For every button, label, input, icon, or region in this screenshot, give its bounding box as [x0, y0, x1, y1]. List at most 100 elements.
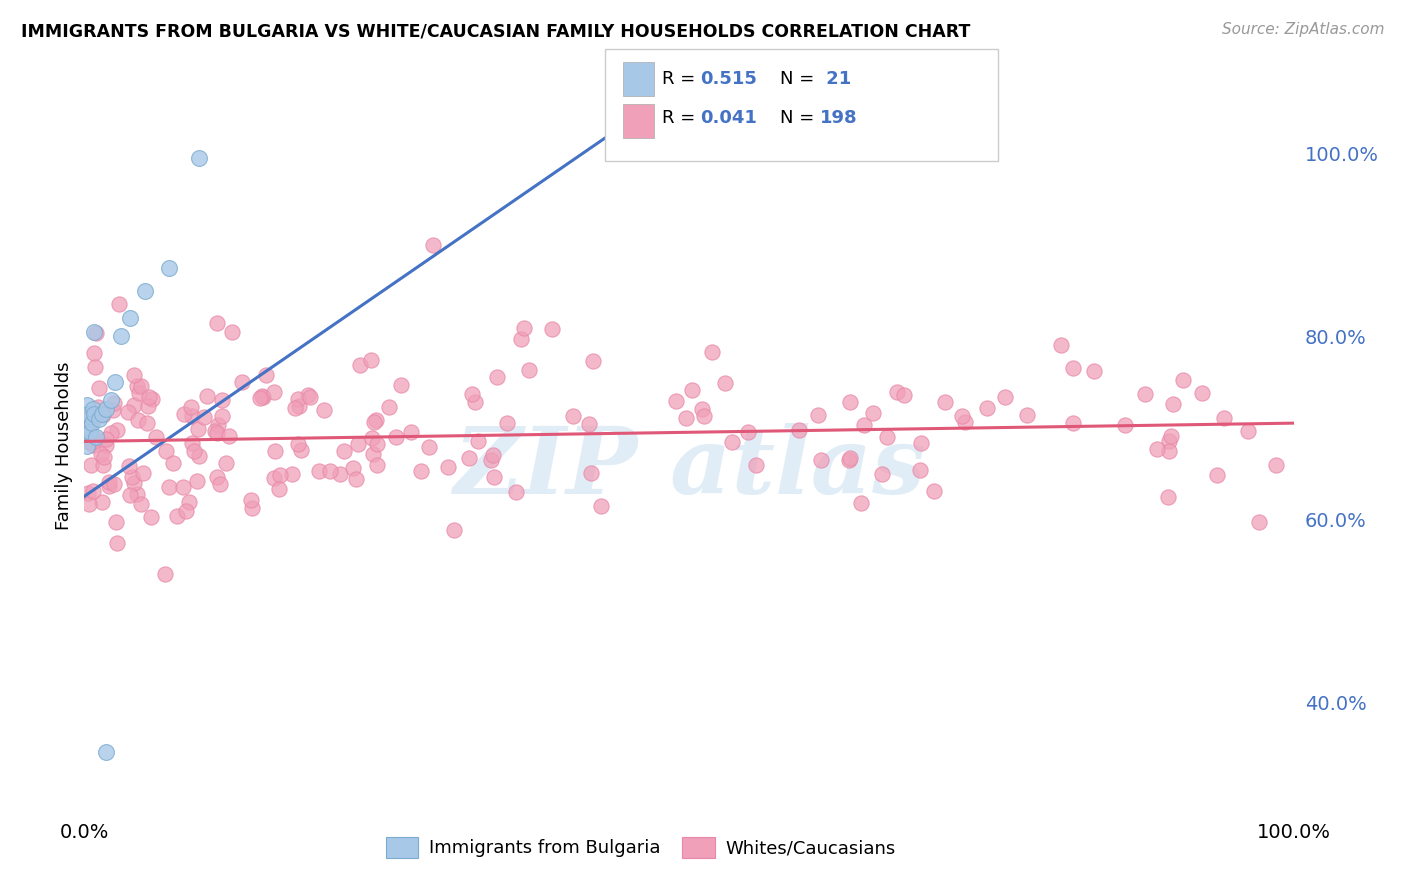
Point: [1237, 425, 1260, 439]
Point: [298, 390, 321, 404]
Point: [349, 358, 371, 372]
Point: [284, 401, 307, 416]
Point: [366, 413, 388, 427]
Point: [84, 326, 107, 341]
Point: [131, 497, 153, 511]
Point: [195, 389, 218, 403]
Point: [118, 458, 141, 473]
Point: [124, 398, 146, 412]
Point: [135, 416, 157, 430]
Point: [389, 377, 412, 392]
Point: [360, 431, 382, 445]
Point: [839, 395, 862, 409]
Point: [83, 431, 105, 445]
Point: [385, 430, 408, 444]
Point: [96, 438, 118, 452]
Point: [443, 523, 465, 537]
Point: [281, 467, 304, 481]
Point: [505, 485, 527, 500]
Point: [75, 425, 97, 440]
Point: [188, 449, 211, 463]
Point: [838, 452, 860, 467]
Point: [134, 284, 156, 298]
Text: Source: ZipAtlas.com: Source: ZipAtlas.com: [1222, 22, 1385, 37]
Point: [1161, 397, 1184, 411]
Point: [810, 453, 832, 467]
Point: [155, 444, 177, 458]
Point: [121, 470, 143, 484]
Point: [93, 450, 115, 464]
Point: [461, 387, 484, 401]
Point: [76, 439, 98, 453]
Point: [87, 411, 110, 425]
Text: 21: 21: [820, 70, 851, 87]
Point: [263, 385, 285, 400]
Point: [98, 479, 121, 493]
Point: [1159, 443, 1181, 458]
Point: [378, 401, 401, 415]
Point: [1265, 458, 1288, 472]
Point: [124, 476, 146, 491]
Point: [314, 402, 336, 417]
Point: [464, 395, 486, 409]
Point: [665, 393, 688, 408]
Point: [485, 370, 508, 384]
Point: [467, 434, 489, 448]
Point: [131, 379, 153, 393]
Point: [692, 409, 714, 423]
Point: [80, 415, 103, 429]
Point: [700, 345, 723, 359]
Point: [86, 430, 108, 444]
Point: [80, 458, 103, 472]
Point: [207, 418, 229, 433]
Point: [120, 311, 142, 326]
Point: [138, 390, 160, 404]
Point: [1213, 411, 1236, 425]
Point: [139, 509, 162, 524]
Point: [252, 389, 274, 403]
Point: [215, 456, 238, 470]
Point: [186, 475, 208, 489]
Point: [84, 360, 107, 375]
Point: [76, 398, 98, 412]
Point: [908, 463, 931, 477]
Point: [180, 435, 202, 450]
Point: [91, 409, 114, 423]
Point: [128, 385, 150, 400]
Point: [89, 381, 111, 395]
Point: [737, 425, 759, 440]
Point: [207, 425, 229, 440]
Point: [108, 297, 131, 311]
Point: [83, 345, 105, 359]
Point: [264, 443, 287, 458]
Point: [1159, 434, 1181, 449]
Point: [457, 450, 479, 465]
Point: [1249, 515, 1271, 529]
Legend: Immigrants from Bulgaria, Whites/Caucasians: Immigrants from Bulgaria, Whites/Caucasi…: [378, 830, 903, 865]
Point: [83, 325, 105, 339]
Point: [495, 416, 517, 430]
Point: [411, 464, 433, 478]
Text: ZIP atlas: ZIP atlas: [453, 423, 925, 513]
Point: [479, 452, 502, 467]
Point: [173, 407, 195, 421]
Point: [96, 432, 118, 446]
Point: [1083, 364, 1105, 378]
Point: [872, 467, 894, 482]
Point: [267, 482, 290, 496]
Point: [105, 515, 128, 529]
Point: [180, 400, 202, 414]
Point: [332, 443, 354, 458]
Point: [484, 469, 506, 483]
Point: [179, 495, 201, 509]
Point: [84, 409, 107, 423]
Point: [853, 417, 876, 432]
Point: [287, 437, 309, 451]
Point: [91, 407, 114, 421]
Point: [205, 316, 228, 330]
Point: [157, 260, 180, 275]
Point: [91, 494, 114, 508]
Point: [75, 411, 97, 425]
Point: [366, 437, 388, 451]
Point: [94, 745, 117, 759]
